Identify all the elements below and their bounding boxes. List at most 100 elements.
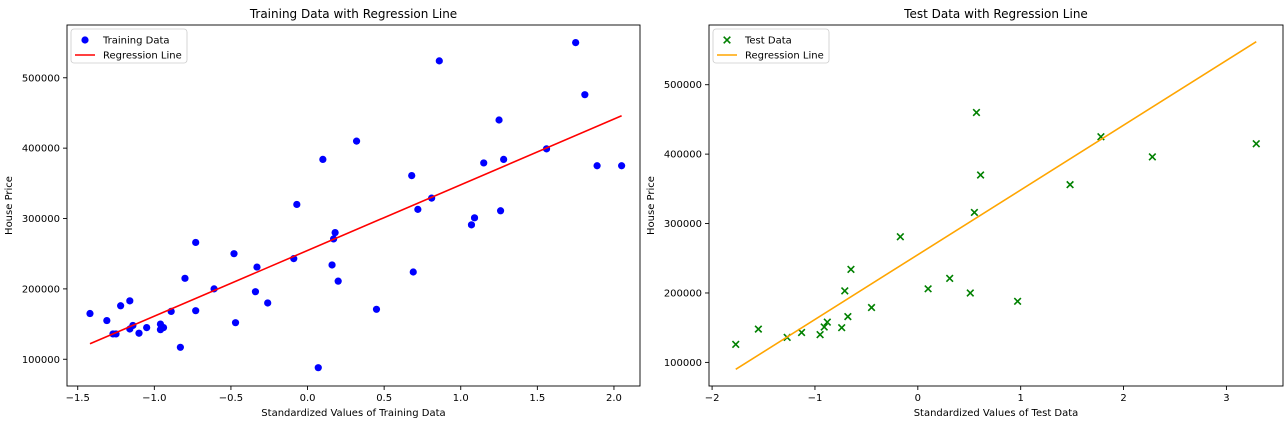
- y-tick-label: 400000: [664, 150, 702, 161]
- data-point: [572, 38, 580, 47]
- legend-box: [70, 28, 188, 64]
- data-point: [896, 232, 905, 241]
- y-tick-label: 200000: [664, 288, 702, 299]
- x-tick-label: 0.0: [300, 393, 316, 404]
- data-point: [731, 340, 740, 349]
- legend: Test Data Regression Line: [712, 28, 830, 64]
- data-point: [840, 287, 849, 295]
- legend-entry-label: Training Data: [102, 36, 170, 47]
- data-point: [966, 289, 975, 297]
- data-point: [159, 323, 168, 332]
- x-tick-label: −1.5: [66, 393, 90, 404]
- data-point: [467, 221, 476, 229]
- data-point: [945, 274, 954, 283]
- x-tick-label: 3: [1223, 393, 1229, 404]
- data-point: [230, 250, 238, 258]
- data-point: [1013, 297, 1022, 306]
- x-tick-label: 1: [1018, 393, 1024, 404]
- data-point: [334, 277, 342, 285]
- data-point: [408, 171, 416, 180]
- y-tick-label: 200000: [22, 284, 60, 295]
- data-point: [135, 329, 143, 337]
- legend-marker-swatch: [81, 36, 89, 44]
- data-point: [867, 303, 876, 312]
- data-point: [328, 261, 336, 269]
- y-tick-label: 500000: [664, 80, 702, 91]
- x-tick-label: 1.5: [529, 393, 545, 404]
- data-point: [435, 57, 443, 65]
- data-point: [1066, 180, 1074, 189]
- y-tick-label: 300000: [664, 219, 702, 230]
- x-axis-label: Standardized Values of Training Data: [261, 408, 445, 419]
- y-tick-label: 300000: [22, 214, 60, 225]
- y-axis-label: House Price: [4, 176, 15, 235]
- x-tick-label: 0: [915, 393, 921, 404]
- data-point: [837, 323, 846, 332]
- chart-title: Test Data with Regression Line: [903, 7, 1088, 21]
- data-point: [495, 116, 503, 124]
- data-point: [970, 208, 979, 217]
- data-point: [253, 263, 261, 271]
- data-point: [593, 162, 601, 170]
- legend-entry-label: Test Data: [744, 36, 792, 47]
- data-point: [192, 238, 200, 247]
- data-point: [319, 155, 327, 164]
- data-point: [86, 309, 94, 318]
- y-axis-label: House Price: [646, 176, 657, 235]
- data-point: [581, 91, 589, 99]
- data-point: [924, 284, 932, 293]
- x-tick-label: −1.0: [142, 393, 166, 404]
- data-point: [844, 312, 852, 321]
- data-point: [976, 171, 985, 179]
- data-point: [103, 316, 111, 325]
- data-point: [251, 288, 260, 296]
- data-point: [480, 159, 488, 167]
- data-point: [847, 265, 855, 274]
- legend: Training Data Regression Line: [70, 28, 188, 64]
- data-point: [1252, 139, 1261, 148]
- x-tick-label: 2: [1120, 393, 1126, 404]
- data-point: [470, 214, 479, 222]
- data-point: [1148, 153, 1157, 161]
- data-point: [293, 200, 301, 209]
- data-point: [176, 343, 184, 351]
- plot-frame: [708, 24, 1284, 387]
- x-tick-label: 0.5: [376, 393, 392, 404]
- chart-title: Training Data with Regression Line: [249, 7, 457, 21]
- plot-frame: [66, 24, 641, 387]
- y-tick-label: 100000: [664, 358, 702, 369]
- x-tick-label: −2: [705, 393, 720, 404]
- x-tick-label: −0.5: [219, 393, 243, 404]
- x-tick-label: −1: [808, 393, 823, 404]
- data-point: [500, 155, 508, 164]
- data-point: [117, 302, 125, 310]
- data-point: [797, 328, 806, 337]
- x-tick-label: 1.0: [453, 393, 469, 404]
- legend-entry-label: Regression Line: [745, 51, 824, 62]
- y-tick-label: 400000: [22, 144, 60, 155]
- legend-box: [712, 28, 830, 64]
- legend-marker-swatch: [723, 36, 731, 44]
- legend-entry-label: Regression Line: [103, 51, 182, 62]
- data-point: [264, 299, 272, 307]
- y-tick-label: 500000: [22, 73, 60, 84]
- data-point: [352, 137, 361, 145]
- data-point: [496, 207, 505, 215]
- chart-training: Training Data with Regression Line −1.5 −1…: [4, 7, 641, 419]
- x-tick-label: 2.0: [606, 393, 622, 404]
- data-point: [372, 305, 381, 313]
- data-point: [754, 325, 763, 333]
- data-point: [618, 162, 626, 170]
- y-tick-label: 100000: [22, 355, 60, 366]
- data-point: [823, 318, 832, 326]
- data-point: [143, 323, 151, 332]
- data-point: [126, 297, 134, 305]
- data-point: [314, 364, 322, 372]
- regression-line: [89, 115, 622, 345]
- data-point: [816, 330, 824, 339]
- data-point: [820, 323, 829, 331]
- data-point: [192, 307, 200, 315]
- data-point: [409, 268, 417, 276]
- data-point: [972, 108, 981, 117]
